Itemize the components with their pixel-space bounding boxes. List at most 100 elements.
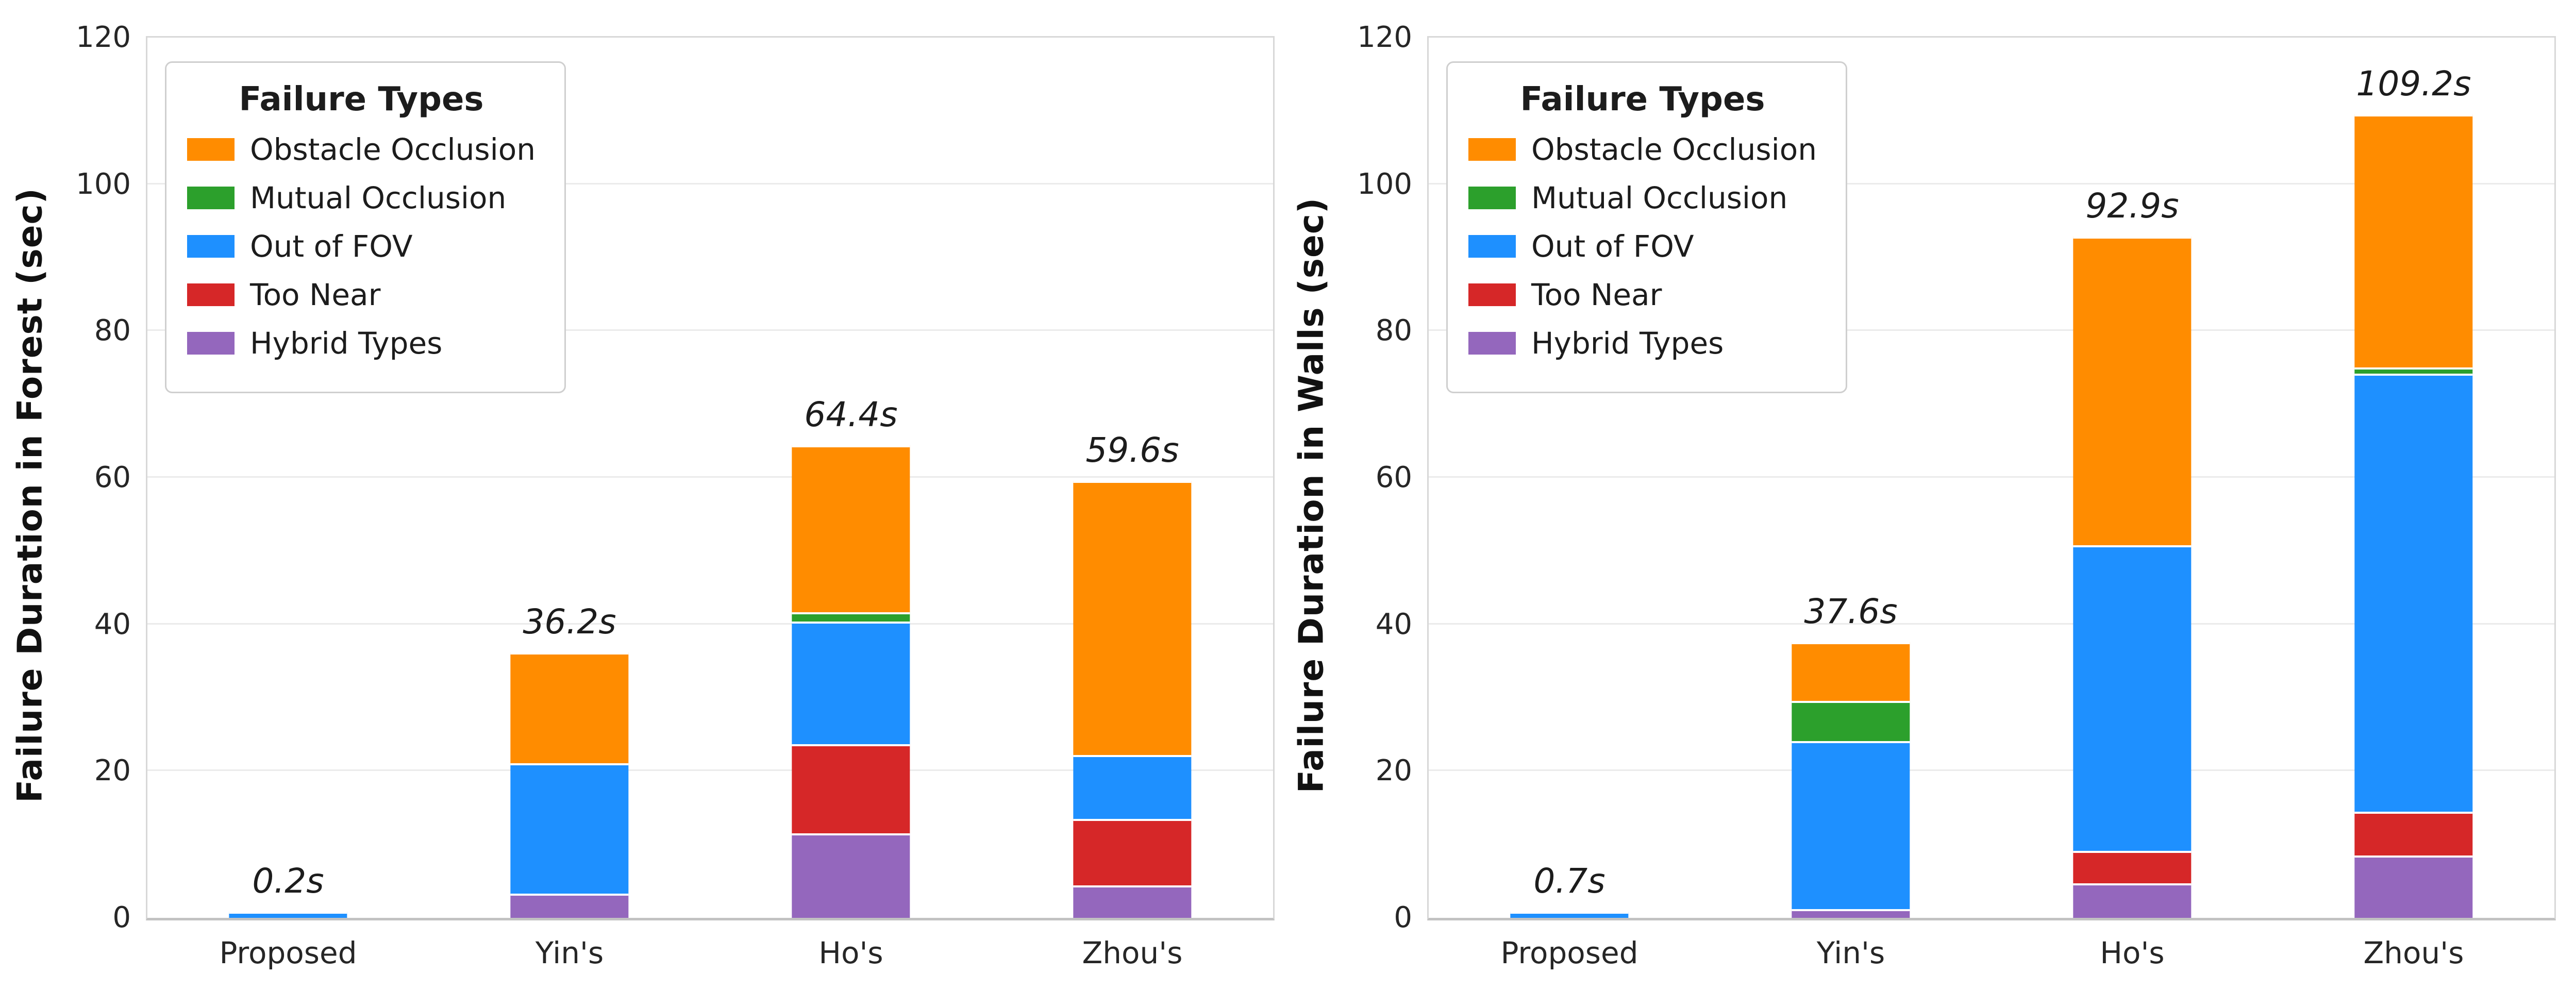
- walls-y-tick-label: 0: [1394, 901, 1412, 934]
- walls-x-tick-label: Proposed: [1500, 935, 1638, 970]
- walls-y-axis-label: Failure Duration in Walls (sec): [1291, 197, 1331, 793]
- forest-bar-total-label: 64.4s: [804, 395, 898, 435]
- forest-gridline-100: [147, 182, 1273, 184]
- walls-bar-segment-hybrid-types: [1792, 909, 1910, 918]
- legend-item: Mutual Occlusion: [1468, 180, 1817, 215]
- forest-y-tick-label: 80: [94, 314, 131, 348]
- forest-bar-segment-hybrid-types: [1073, 885, 1192, 918]
- walls-gridline-60: [1429, 476, 2554, 478]
- forest-bar-segment-obstacle-occlusion: [1073, 480, 1192, 756]
- forest-bar-total-label: 36.2s: [523, 601, 616, 642]
- forest-y-tick-label: 120: [76, 21, 131, 54]
- walls-bar-segment-too-near: [2354, 811, 2473, 856]
- too-near-swatch-icon: [1468, 283, 1516, 306]
- legend-item: Too Near: [187, 277, 536, 312]
- walls-gridline-80: [1429, 329, 2554, 331]
- too-near-swatch-icon: [187, 283, 235, 306]
- walls-x-tick-label: Yin's: [1816, 935, 1885, 970]
- legend-title: Failure Types: [239, 80, 484, 119]
- legend-item-label: Hybrid Types: [250, 326, 443, 361]
- walls-bar-segment-out-of-fov: [1510, 912, 1629, 918]
- forest-bar-yins: [510, 652, 629, 918]
- walls-bar-proposed: [1510, 912, 1629, 918]
- walls-bar-zhous: [2354, 114, 2473, 918]
- forest-bar-segment-too-near: [792, 744, 910, 834]
- walls-bar-segment-mutual-occlusion: [2354, 367, 2473, 374]
- legend-item-label: Hybrid Types: [1531, 326, 1724, 361]
- walls-gridline-20: [1429, 769, 2554, 771]
- walls-bar-segment-too-near: [2073, 851, 2192, 884]
- forest-x-tick-label: Proposed: [219, 935, 357, 970]
- forest-legend: Failure Types Obstacle Occlusion Mutual Oc…: [165, 61, 566, 393]
- walls-gridline-40: [1429, 623, 2554, 625]
- legend-item-label: Too Near: [1531, 277, 1662, 312]
- walls-bar-total-label: 109.2s: [2356, 63, 2471, 104]
- walls-bar-hos: [2073, 236, 2192, 918]
- forest-y-tick-label: 100: [76, 167, 131, 201]
- legend-item-label: Too Near: [250, 277, 381, 312]
- obstacle-occlusion-swatch-icon: [1468, 138, 1516, 161]
- legend-item-label: Mutual Occlusion: [1531, 180, 1788, 215]
- walls-x-tick-label: Ho's: [2100, 935, 2165, 970]
- forest-x-tick-label: Yin's: [535, 935, 604, 970]
- forest-bar-total-label: 59.6s: [1085, 430, 1179, 470]
- walls-y-tick-label: 20: [1375, 754, 1412, 788]
- legend-item-label: Out of FOV: [250, 229, 413, 264]
- mutual-occlusion-swatch-icon: [1468, 187, 1516, 209]
- legend-item: Out of FOV: [187, 229, 536, 264]
- forest-y-tick-label: 60: [94, 461, 131, 494]
- walls-bar-segment-obstacle-occlusion: [1792, 642, 1910, 701]
- out-of-fov-swatch-icon: [187, 235, 235, 258]
- walls-bar-segment-out-of-fov: [2073, 545, 2192, 851]
- forest-y-tick-label: 40: [94, 607, 131, 641]
- walls-bar-segment-obstacle-occlusion: [2073, 236, 2192, 545]
- forest-bar-segment-obstacle-occlusion: [510, 652, 629, 763]
- forest-bar-proposed: [229, 912, 347, 918]
- legend-item-label: Obstacle Occlusion: [250, 132, 536, 167]
- forest-bar-segment-hybrid-types: [792, 833, 910, 918]
- forest-bar-segment-out-of-fov: [792, 622, 910, 744]
- legend-item: Too Near: [1468, 277, 1817, 312]
- walls-y-tick-label: 60: [1375, 461, 1412, 494]
- legend-item: Hybrid Types: [187, 326, 536, 361]
- walls-x-tick-label: Zhou's: [2363, 935, 2464, 970]
- forest-bar-segment-too-near: [1073, 818, 1192, 886]
- forest-x-tick-label: Zhou's: [1082, 935, 1183, 970]
- walls-bar-total-label: 37.6s: [1804, 591, 1898, 631]
- forest-gridline-40: [147, 623, 1273, 625]
- walls-bar-segment-obstacle-occlusion: [2354, 114, 2473, 367]
- forest-y-tick-label: 20: [94, 754, 131, 788]
- legend-item: Out of FOV: [1468, 229, 1817, 264]
- walls-bar-segment-out-of-fov: [2354, 373, 2473, 812]
- forest-gridline-80: [147, 329, 1273, 331]
- forest-bar-segment-obstacle-occlusion: [792, 445, 910, 612]
- legend-item-label: Mutual Occlusion: [250, 180, 507, 215]
- forest-bar-segment-out-of-fov: [510, 763, 629, 894]
- walls-bar-yins: [1792, 642, 1910, 918]
- legend-item: Obstacle Occlusion: [187, 132, 536, 167]
- legend-item: Mutual Occlusion: [187, 180, 536, 215]
- forest-x-tick-label: Ho's: [818, 935, 883, 970]
- out-of-fov-swatch-icon: [1468, 235, 1516, 258]
- hybrid-types-swatch-icon: [187, 332, 235, 355]
- forest-bar-segment-hybrid-types: [510, 894, 629, 918]
- forest-chart-panel: Failure Duration in Forest (sec) 0 20 40 60…: [10, 21, 1275, 970]
- forest-bar-hos: [792, 445, 910, 918]
- walls-y-tick-label: 40: [1375, 607, 1412, 641]
- walls-bar-segment-hybrid-types: [2073, 883, 2192, 918]
- legend-title: Failure Types: [1520, 80, 1765, 119]
- forest-y-axis-label: Failure Duration in Forest (sec): [10, 187, 50, 803]
- walls-bar-total-label: 92.9s: [2085, 186, 2179, 226]
- forest-bar-segment-out-of-fov: [1073, 755, 1192, 819]
- forest-gridline-60: [147, 476, 1273, 478]
- forest-bar-segment-mutual-occlusion: [792, 612, 910, 622]
- walls-y-tick-label: 120: [1357, 21, 1412, 54]
- forest-y-tick-label: 0: [112, 901, 131, 934]
- walls-y-tick-label: 80: [1375, 314, 1412, 348]
- walls-legend: Failure Types Obstacle Occlusion Mutual Oc…: [1446, 61, 1847, 393]
- walls-plot-area: 0 20 40 60 80 100 120 Proposed 0.7s Yin's 37.6s Ho'…: [1357, 23, 2556, 970]
- walls-bar-segment-out-of-fov: [1792, 741, 1910, 909]
- mutual-occlusion-swatch-icon: [187, 187, 235, 209]
- legend-item: Hybrid Types: [1468, 326, 1817, 361]
